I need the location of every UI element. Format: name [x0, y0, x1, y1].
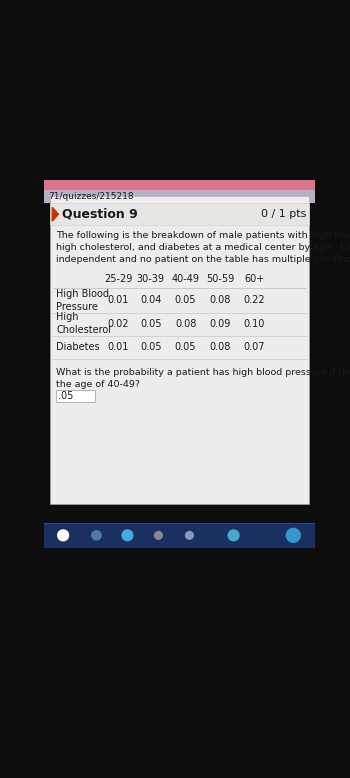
Bar — [50, 196, 309, 504]
Text: 0.04: 0.04 — [140, 296, 161, 306]
Circle shape — [92, 531, 101, 540]
Bar — [44, 190, 315, 204]
Text: 0.08: 0.08 — [210, 342, 231, 352]
Text: 0.02: 0.02 — [107, 318, 129, 328]
Text: 0.01: 0.01 — [107, 342, 129, 352]
Text: 0.09: 0.09 — [210, 318, 231, 328]
Circle shape — [228, 530, 239, 541]
Text: 0.05: 0.05 — [140, 342, 161, 352]
Bar — [50, 204, 309, 225]
Bar — [56, 390, 95, 402]
Bar — [44, 180, 315, 190]
Bar — [44, 523, 315, 548]
Text: 0.07: 0.07 — [244, 342, 265, 352]
Text: 25-29: 25-29 — [104, 274, 132, 284]
Text: High Blood
Pressure: High Blood Pressure — [56, 289, 109, 312]
Circle shape — [58, 530, 69, 541]
Text: 0.01: 0.01 — [107, 296, 129, 306]
Text: 71/quizzes/215218: 71/quizzes/215218 — [48, 192, 134, 201]
Text: 0 / 1 pts: 0 / 1 pts — [261, 209, 307, 219]
Text: .05: .05 — [58, 391, 74, 401]
Circle shape — [286, 528, 300, 542]
Text: Question 9: Question 9 — [62, 208, 137, 221]
Text: High
Cholesterol: High Cholesterol — [56, 313, 111, 335]
Text: 0.05: 0.05 — [140, 318, 161, 328]
Text: 0.08: 0.08 — [175, 318, 196, 328]
Text: 50-59: 50-59 — [206, 274, 235, 284]
Circle shape — [155, 531, 162, 539]
Text: 60+: 60+ — [244, 274, 265, 284]
Text: 0.10: 0.10 — [244, 318, 265, 328]
Text: The following is the breakdown of male patients with high blood pressure,
high c: The following is the breakdown of male p… — [56, 231, 350, 265]
Text: 30-39: 30-39 — [137, 274, 165, 284]
Text: Diabetes: Diabetes — [56, 342, 100, 352]
Text: 0.05: 0.05 — [175, 342, 196, 352]
Text: What is the probability a patient has high blood pressure if they are between
th: What is the probability a patient has hi… — [56, 368, 350, 390]
Text: 40-49: 40-49 — [172, 274, 200, 284]
Circle shape — [186, 531, 193, 539]
Text: 0.22: 0.22 — [244, 296, 265, 306]
Text: 0.08: 0.08 — [210, 296, 231, 306]
Polygon shape — [52, 207, 58, 221]
Circle shape — [122, 530, 133, 541]
Text: 0.05: 0.05 — [175, 296, 196, 306]
